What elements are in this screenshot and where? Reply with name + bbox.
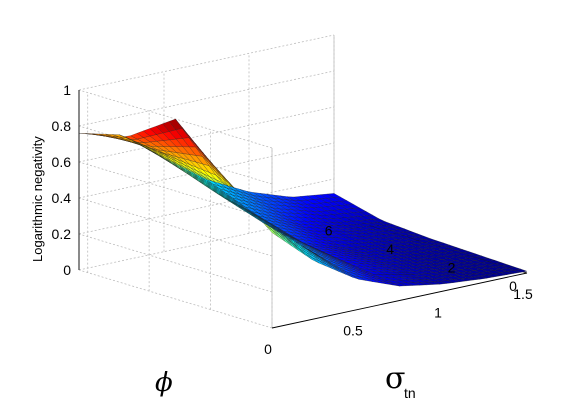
grid-line-z-side-0 — [78, 269, 273, 329]
grid-line-z-back-2 — [78, 142, 335, 199]
z-axis-label: Logarithmic negativity — [30, 136, 45, 262]
y-tick-label: 6 — [325, 223, 333, 239]
x-tick-label: 0 — [264, 341, 272, 357]
x-tick-label: 1.5 — [513, 286, 533, 302]
surface-mesh — [78, 118, 528, 287]
grid-line-z-back-5 — [78, 34, 335, 91]
y-tick-label: 2 — [448, 260, 456, 276]
z-tick-label: 0.6 — [52, 154, 72, 170]
floor-edge-sigma — [271, 272, 528, 329]
x-tick-label: 0.5 — [343, 323, 363, 339]
grid-line-z-side-1 — [78, 233, 273, 293]
grid-line-z-back-1 — [78, 178, 335, 235]
z-tick-label: 1 — [63, 82, 71, 98]
grid-line-z-side-2 — [78, 197, 273, 257]
surface-patch — [326, 193, 341, 198]
z-tick-label: 0.8 — [52, 118, 72, 134]
x-tick-label: 1 — [434, 304, 442, 320]
z-tick-label: 0.4 — [52, 190, 72, 206]
grid-line-z-back-3 — [78, 106, 335, 163]
x-axis-label: σ — [385, 361, 405, 396]
grid-line-z-back-4 — [78, 70, 335, 127]
x-axis-label-subscript: tn — [404, 385, 416, 401]
y-tick-label: 4 — [386, 241, 394, 257]
z-tick-label: 0.2 — [52, 226, 72, 242]
y-tick-label: 0 — [509, 278, 517, 294]
z-tick-label: 0 — [63, 262, 71, 278]
grid-line-z-side-3 — [78, 161, 273, 221]
y-axis-label: ϕ — [155, 368, 173, 398]
